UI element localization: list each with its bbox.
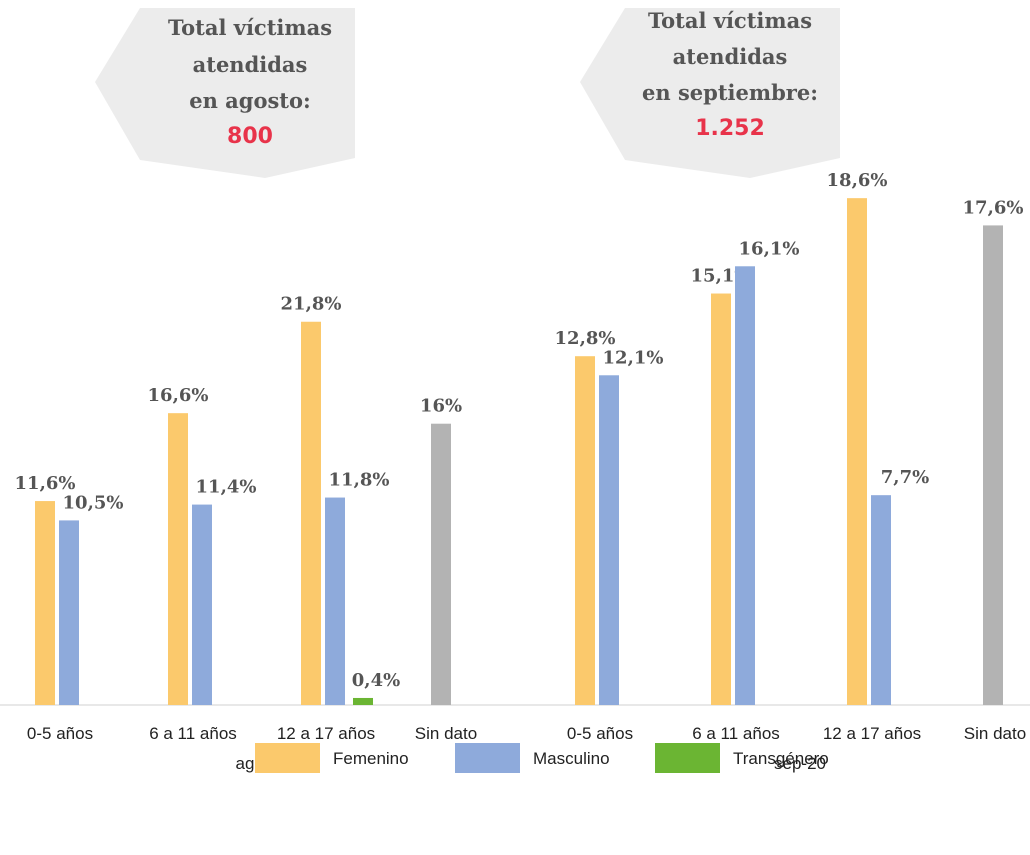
callout-text: atendidas <box>193 52 308 77</box>
x-tick-label: Sin dato <box>415 724 477 743</box>
x-tick-label: 12 a 17 años <box>823 724 921 743</box>
bar <box>431 423 451 705</box>
value-label: 0,4% <box>352 670 400 691</box>
value-label: 11,4% <box>196 477 257 498</box>
callout-text: atendidas <box>673 44 788 69</box>
value-label: 21,8% <box>281 294 342 315</box>
value-label: 16% <box>420 396 462 417</box>
bar <box>847 198 867 705</box>
bar <box>325 497 345 705</box>
bar <box>59 520 79 705</box>
legend-label: Transgénero <box>733 749 829 768</box>
value-label: 12,1% <box>603 347 664 368</box>
bar <box>301 321 321 705</box>
value-label: 18,6% <box>827 170 888 191</box>
value-label: 11,6% <box>15 473 76 494</box>
value-label: 11,8% <box>329 470 390 491</box>
value-label: 12,8% <box>555 328 616 349</box>
value-label: 17,6% <box>963 197 1024 218</box>
callout-shape <box>580 8 840 178</box>
callout-text: Total víctimas <box>648 8 812 33</box>
value-label: 16,6% <box>148 385 209 406</box>
bar <box>983 225 1003 705</box>
x-tick-label: 0-5 años <box>567 724 633 743</box>
x-tick-label: 6 a 11 años <box>692 724 780 743</box>
bar <box>871 495 891 705</box>
callout-shape <box>95 8 355 178</box>
x-tick-label: 6 a 11 años <box>149 724 237 743</box>
bar <box>735 266 755 705</box>
legend-label: Masculino <box>533 749 610 768</box>
callout-total: 1.252 <box>695 116 765 141</box>
value-label: 10,5% <box>63 492 124 513</box>
legend-label: Femenino <box>333 749 409 768</box>
callout-total: 800 <box>227 124 273 149</box>
bar <box>599 375 619 705</box>
legend-swatch <box>655 743 720 773</box>
period-label: sep-20 <box>774 754 826 773</box>
legend-swatch <box>455 743 520 773</box>
bar <box>575 356 595 705</box>
x-tick-label: Sin dato <box>964 724 1026 743</box>
bar <box>353 697 373 705</box>
bar <box>192 504 212 705</box>
callout-text: en septiembre: <box>642 80 818 105</box>
legend-swatch <box>255 743 320 773</box>
x-tick-label: 12 a 17 años <box>277 724 375 743</box>
value-label: 16,1% <box>739 238 800 259</box>
value-label: 7,7% <box>881 467 929 488</box>
callout-text: en agosto: <box>189 88 311 113</box>
bar <box>168 413 188 705</box>
bar <box>35 501 55 705</box>
callout-text: Total víctimas <box>168 15 332 40</box>
bar <box>711 293 731 705</box>
x-tick-label: 0-5 años <box>27 724 93 743</box>
